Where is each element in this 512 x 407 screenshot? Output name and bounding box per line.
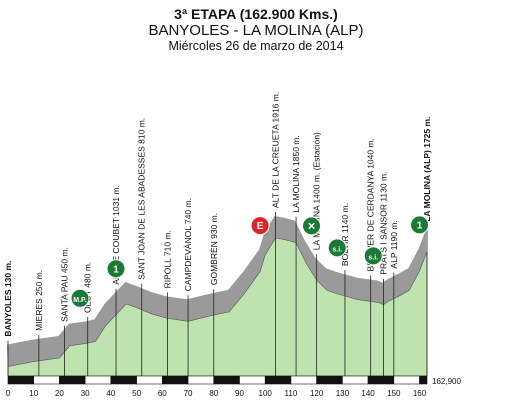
distance-tick-label: 30 [81,389,90,398]
place-label: BELLVER DE CERDANYA 1040 m. [366,138,376,271]
distance-bar-segment [419,375,428,385]
place-label: BOLVIR 1140 m. [340,203,350,266]
distance-tick-label: 80 [209,389,218,398]
stage-header: 3ª ETAPA (162.900 Kms.) BANYOLES - LA MO… [0,6,512,54]
place-label: LA MOLINA 1850 m. [291,135,301,212]
place-label: MIERES 250 m. [34,270,44,331]
profile-area [7,237,428,377]
distance-bar-segment [264,375,292,385]
place-label: BANYOLES 130 m. [3,261,13,337]
distance-bar-segment [342,375,369,385]
distance-bar-segment [110,375,137,385]
distance-bar-segment [136,375,163,385]
stage-title: 3ª ETAPA (162.900 Kms.) [174,6,338,22]
profile-marker-label: M.P. [73,297,87,304]
distance-bar-segment [393,375,420,385]
profile-fill [7,237,428,377]
profile-marker-label: 1 [417,220,423,231]
place-label: ALT DE COUBET 1031 m. [111,185,121,285]
profile-marker-label: 1 [113,264,119,275]
profile-marker [302,216,322,236]
distance-tick-label: 130 [336,389,350,398]
distance-bar-segment [367,375,395,385]
route-title: BANYOLES - LA MOLINA (ALP) [148,22,364,39]
distance-tick-label: 20 [55,389,64,398]
profile-marker-label: ✕ [307,221,315,232]
profile-marker [70,288,90,308]
distance-tick-label: 120 [310,389,324,398]
place-label: OLOT 480 m. [83,262,93,313]
distance-bar-segment [162,375,189,385]
distance-tick-label: 90 [235,389,244,398]
distance-tick-label: 150 [387,389,401,398]
distance-tick-label: 110 [285,389,298,398]
distance-bar-segment [7,375,35,385]
place-label: RIPOLL 710 m. [162,230,172,288]
place-label: GOMBRÈN 930 m. [209,213,219,285]
place-label: SANTA PAU 450 m. [60,247,70,322]
distance-bar-segment [290,375,317,385]
distance-bar-segment [59,375,86,385]
distance-bar-segment [84,375,112,385]
place-label: ALP 1190 m. [389,220,399,268]
total-distance-label: 162,900 [432,377,461,386]
distance-bar-segment [213,375,240,385]
place-lines [7,212,428,376]
profile-marker [363,246,383,266]
distance-tick-label: 140 [361,389,375,398]
stage-date: Miércoles 26 de marzo de 2014 [168,39,344,53]
distance-tick-label: 70 [184,389,193,398]
distance-bar-segment [239,375,266,385]
distance-tick-label: 100 [259,389,273,398]
place-label: CAMPDEVÀNOL 740 m. [183,198,193,291]
distance-tick-label: 40 [106,389,115,398]
place-label: SANT JOAN DE LES ABADESSES 810 m. [137,118,147,280]
distance-axis: 0 10 20 30 40 50 60 70 80 90 100 110 120 130 140 150 160… [6,375,461,398]
distance-tick-label: 60 [158,389,167,398]
profile-markers: M.P. 1 E ✕ s.i. s.i. 1 [70,215,430,308]
profile-marker [106,259,126,279]
distance-tick-label: 10 [29,389,38,398]
distance-tick-label: 160 [413,389,427,398]
profile-marker-label: s.i. [332,246,342,253]
profile-marker [327,238,347,258]
place-label: PRATS I SANSOR 1130 m. [379,172,389,275]
place-label: LA MOLINA 1400 m. (Estación) [312,132,322,250]
distance-tick-label: 0 [6,389,11,398]
distance-bar-segment [187,375,215,385]
distance-bar-segment [316,375,343,385]
distance-bar-segment [33,375,60,385]
profile-marker-label: E [257,221,264,232]
profile-marker [410,215,430,235]
place-label: LA MOLINA (ALP) 1725 m. [422,117,432,222]
place-label: ALT DE LA CREUETA 1916 m. [271,92,281,208]
distance-tick-label: 50 [132,389,141,398]
profile-marker [250,216,270,236]
place-labels: BANYOLES 130 m. MIERES 250 m. SANTA PAU 45… [3,92,432,337]
profile-marker-label: s.i. [368,254,378,261]
